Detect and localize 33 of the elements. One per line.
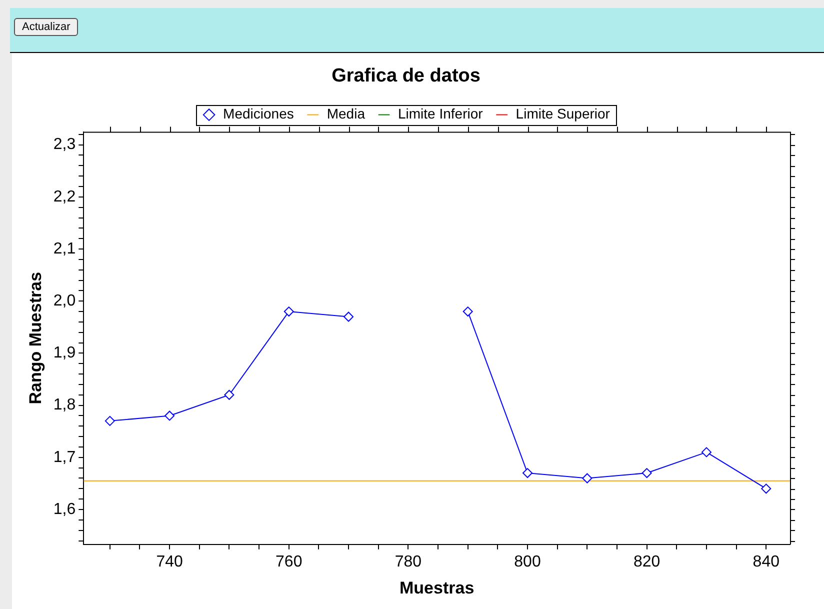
point bbox=[284, 306, 294, 317]
y-tick-label: 2,1 bbox=[53, 240, 76, 258]
y-tick-label: 1,9 bbox=[53, 344, 76, 362]
y-tick-label: 1,6 bbox=[53, 500, 76, 518]
point bbox=[224, 390, 234, 400]
chart-title: Grafica de datos bbox=[332, 66, 480, 87]
point bbox=[462, 306, 473, 317]
legend-label: Limite Superior bbox=[516, 106, 610, 122]
y-tick-label: 2,0 bbox=[53, 292, 76, 310]
x-tick-label: 740 bbox=[156, 553, 183, 570]
point bbox=[642, 468, 652, 478]
y-tick-label: 1,7 bbox=[53, 448, 76, 466]
y-tick-label: 2,2 bbox=[53, 188, 76, 206]
point bbox=[164, 410, 175, 421]
point bbox=[701, 447, 712, 458]
y-tick-label: 1,8 bbox=[53, 396, 76, 414]
x-tick-label: 840 bbox=[752, 553, 780, 570]
point bbox=[104, 416, 115, 426]
x-tick-label: 800 bbox=[514, 553, 541, 570]
legend-label: Mediciones bbox=[223, 106, 294, 122]
point bbox=[522, 468, 532, 478]
x-tick-label: 780 bbox=[394, 553, 422, 570]
point bbox=[344, 312, 354, 322]
button: Actualizar bbox=[14, 18, 78, 36]
legend-label: Media bbox=[326, 106, 366, 122]
x-tick-label: 760 bbox=[276, 553, 302, 570]
y-tick-label: 2,3 bbox=[53, 136, 76, 154]
y-axis-title: Rango Muestras bbox=[26, 272, 45, 404]
x-tick-label: 820 bbox=[633, 553, 660, 570]
point bbox=[582, 473, 592, 484]
x-axis-title: Muestras bbox=[400, 578, 474, 598]
legend-label: Limite Inferior bbox=[398, 106, 484, 122]
point bbox=[761, 484, 772, 494]
